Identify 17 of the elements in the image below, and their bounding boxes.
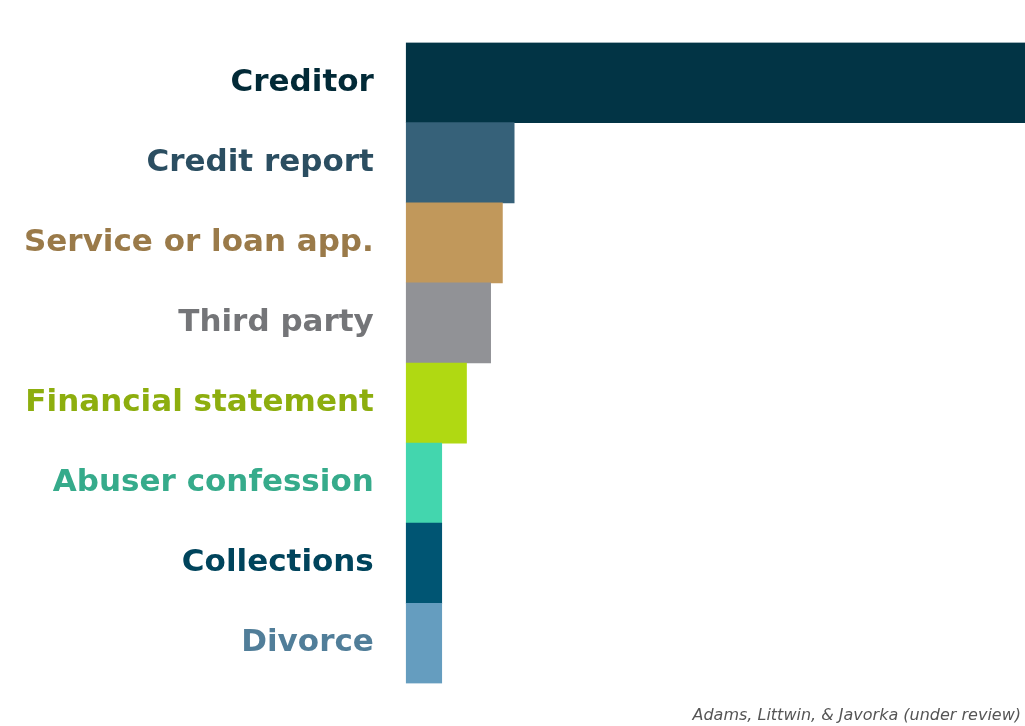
bar — [405, 282, 491, 364]
y-tick-label: Credit report — [146, 141, 374, 178]
y-tick-label: Creditor — [230, 61, 375, 98]
y-tick-label: Abuser confession — [52, 462, 374, 499]
bar — [405, 522, 443, 604]
y-tick-label: Third party — [178, 302, 374, 338]
bar — [405, 362, 467, 444]
text: Adams, Littwin, & Javorka (under review) — [691, 705, 1021, 725]
y-tick-label: Divorce — [241, 622, 374, 659]
bar — [405, 202, 503, 284]
y-tick-label: Collections — [181, 542, 374, 579]
bar — [405, 602, 443, 684]
bar — [405, 122, 515, 204]
y-tick-label: Financial statement — [25, 382, 374, 419]
bar — [405, 442, 443, 524]
y-tick-label: Service or loan app. — [24, 221, 374, 258]
bar — [405, 42, 1025, 124]
